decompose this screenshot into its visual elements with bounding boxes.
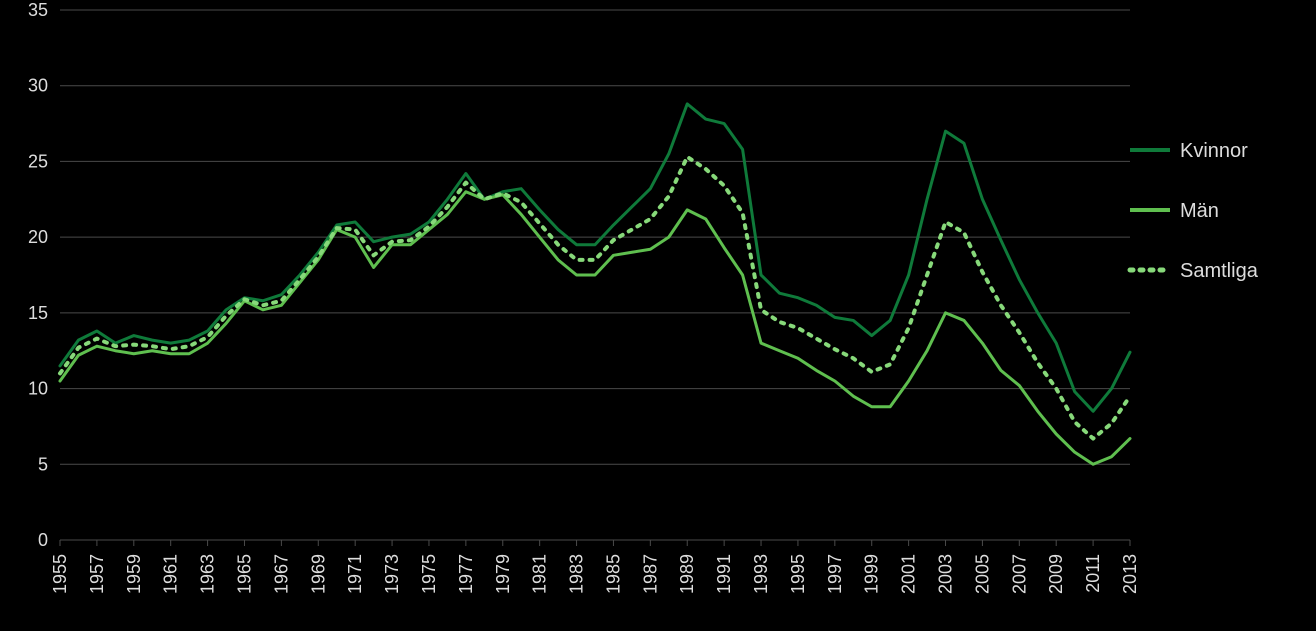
x-tick-label: 2009 [1046, 554, 1066, 594]
legend-label: Män [1180, 200, 1219, 222]
y-tick-label: 5 [38, 454, 48, 474]
x-tick-label: 1973 [382, 554, 402, 594]
x-tick-label: 2013 [1120, 554, 1140, 594]
x-tick-label: 1967 [271, 554, 291, 594]
x-tick-label: 1979 [493, 554, 513, 594]
y-tick-label: 10 [28, 379, 48, 399]
x-tick-label: 1965 [234, 554, 254, 594]
x-tick-label: 1983 [567, 554, 587, 594]
y-tick-label: 30 [28, 76, 48, 96]
x-tick-label: 2005 [972, 554, 992, 594]
x-tick-label: 1985 [603, 554, 623, 594]
x-tick-label: 1969 [308, 554, 328, 594]
x-tick-label: 2011 [1083, 554, 1103, 593]
x-tick-label: 1995 [788, 554, 808, 594]
y-tick-label: 35 [28, 0, 48, 20]
x-tick-label: 1993 [751, 554, 771, 594]
x-tick-label: 1987 [640, 554, 660, 594]
x-tick-label: 1959 [124, 554, 144, 594]
x-tick-label: 1999 [862, 554, 882, 594]
line-chart: 0 5 10 15 20 25 30 35 1955 1957 1959 1961 1963 1965 19… [0, 0, 1316, 631]
x-tick-label: 1957 [87, 554, 107, 594]
y-tick-label: 25 [28, 151, 48, 171]
x-tick-label: 1955 [50, 554, 70, 594]
chart-container: 0 5 10 15 20 25 30 35 1955 1957 1959 1961 1963 1965 19… [0, 0, 1316, 631]
x-tick-label: 2001 [899, 554, 919, 594]
x-tick-label: 1961 [161, 554, 181, 594]
x-tick-label: 1977 [456, 554, 476, 594]
legend-label: Samtliga [1180, 260, 1259, 282]
y-tick-label: 20 [28, 227, 48, 247]
x-tick-label: 2007 [1009, 554, 1029, 594]
x-tick-label: 1981 [530, 554, 550, 594]
y-tick-label: 15 [28, 303, 48, 323]
x-tick-label: 1963 [198, 554, 218, 594]
x-tick-label: 1991 [714, 554, 734, 594]
x-tick-label: 1997 [825, 554, 845, 594]
legend-label: Kvinnor [1180, 140, 1248, 162]
x-tick-label: 1989 [677, 554, 697, 594]
x-tick-label: 1975 [419, 554, 439, 594]
y-tick-label: 0 [38, 530, 48, 550]
x-tick-label: 2003 [936, 554, 956, 594]
x-tick-label: 1971 [345, 554, 365, 594]
